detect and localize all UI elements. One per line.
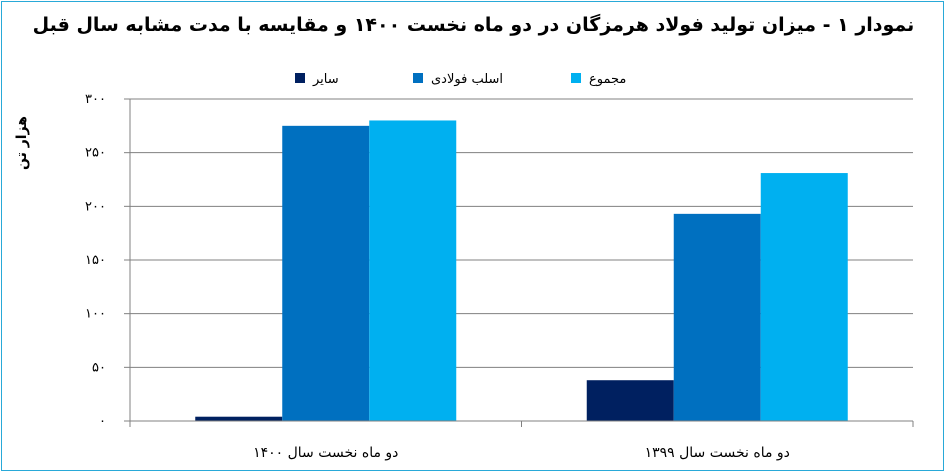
y-axis-ticks: ۰ ۵۰ ۱۰۰ ۱۵۰ ۲۰۰ ۲۵۰ ۳۰۰ [85, 92, 106, 429]
legend-swatch [413, 73, 423, 83]
legend-swatch [295, 73, 305, 83]
y-tick-label: ۱۵۰ [85, 253, 106, 268]
bar [282, 125, 370, 421]
bar [673, 213, 761, 421]
x-tick-label: دو ماه نخست سال ۱۴۰۰ [253, 445, 398, 461]
y-tick-label: ۵۰ [92, 360, 106, 375]
legend-swatch [571, 73, 581, 83]
legend-label: سایر [312, 72, 339, 87]
legend-label: مجموع [589, 72, 626, 87]
y-tick-label: ۰ [99, 414, 106, 429]
y-tick-label: ۲۵۰ [85, 146, 106, 161]
x-axis-ticks: دو ماه نخست سال ۱۴۰۰ دو ماه نخست سال ۱۳۹۹ [129, 420, 914, 461]
y-tick-label: ۲۰۰ [85, 199, 106, 214]
bars [195, 120, 848, 421]
y-tick-label: ۱۰۰ [85, 307, 106, 322]
bar [586, 380, 674, 421]
bar [369, 120, 457, 421]
legend-label: اسلب فولادی [431, 72, 503, 87]
y-axis-label: هزار تن [14, 116, 30, 170]
bar [760, 173, 848, 421]
bar [195, 416, 283, 421]
y-tick-label: ۳۰۰ [85, 92, 106, 107]
legend: سایر اسلب فولادی مجموع [295, 72, 626, 87]
chart-title: نمودار ۱ - میزان تولید فولاد هرمزگان در … [32, 14, 915, 36]
x-tick-label: دو ماه نخست سال ۱۳۹۹ [645, 445, 790, 461]
